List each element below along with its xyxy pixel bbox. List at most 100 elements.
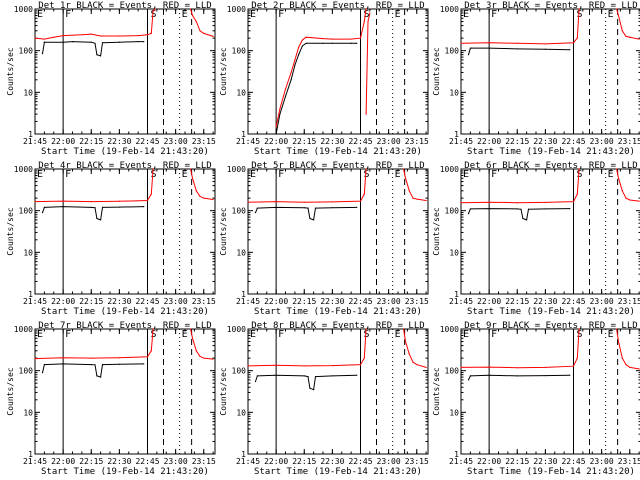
data-point	[617, 177, 620, 179]
x-axis-label: Start Time (19-Feb-14 21:43:20)	[254, 307, 422, 317]
data-point	[621, 30, 623, 32]
data-point	[203, 32, 205, 34]
data-point	[94, 42, 96, 44]
x-tick-label: 21:45	[449, 457, 473, 466]
data-point	[62, 363, 64, 365]
x-tick-label: 22:15	[292, 297, 316, 306]
y-tick-label: 1000	[14, 325, 33, 334]
data-point	[298, 54, 300, 56]
x-tick-label: 22:15	[292, 137, 316, 146]
x-tick-label: 22:15	[505, 457, 529, 466]
data-point	[62, 200, 64, 202]
data-point	[152, 10, 154, 12]
series-line-lld	[460, 328, 580, 369]
x-tick-label: 22:00	[477, 137, 501, 146]
x-tick-label: 22:45	[348, 297, 372, 306]
data-point	[303, 201, 305, 203]
x-axis-label: Start Time (19-Feb-14 21:43:20)	[254, 147, 422, 157]
marker-label-F: F	[65, 9, 71, 20]
panel-det-9r: Det 9r BLACK = Events, RED = LLD 1 10 100 10…	[432, 321, 640, 477]
data-point	[43, 206, 45, 208]
data-point	[275, 133, 277, 135]
data-point	[544, 48, 546, 50]
y-tick-label: 10	[23, 248, 33, 257]
data-point	[322, 37, 324, 40]
x-tick-label: 23:15	[192, 137, 216, 146]
data-point	[279, 108, 281, 110]
data-point	[572, 42, 575, 44]
data-point	[118, 206, 120, 208]
marker-label-F: F	[278, 329, 284, 340]
data-point	[616, 168, 618, 170]
data-point	[279, 113, 281, 115]
x-tick-label: 21:45	[23, 457, 47, 466]
series-line-lld	[34, 328, 154, 360]
data-point	[101, 206, 104, 208]
data-point	[191, 14, 194, 17]
x-tick-label: 23:00	[377, 457, 401, 466]
panel-title: Det 5r BLACK = Events, RED = LLD	[251, 161, 424, 171]
panel-title: Det 4r BLACK = Events, RED = LLD	[38, 161, 211, 171]
data-point	[146, 356, 149, 358]
data-point	[309, 387, 311, 389]
data-point	[212, 35, 214, 37]
y-tick-label: 1000	[227, 325, 246, 334]
data-point	[290, 71, 292, 74]
x-tick-label: 22:00	[51, 297, 75, 306]
x-tick-label: 23:15	[405, 297, 429, 306]
x-tick-label: 22:45	[135, 137, 159, 146]
marker-label-F: F	[65, 329, 71, 340]
x-tick-label: 22:30	[107, 457, 131, 466]
data-point	[365, 328, 367, 330]
panel-det-3r: Det 3r BLACK = Events, RED = LLD 1 10 100 10…	[432, 1, 640, 157]
data-point	[294, 64, 296, 66]
x-tick-label: 23:00	[590, 457, 614, 466]
data-point	[469, 375, 471, 377]
series-line-events	[42, 206, 144, 221]
data-point	[150, 193, 152, 195]
x-tick-label: 22:30	[320, 137, 344, 146]
data-point	[404, 177, 407, 179]
data-point	[152, 328, 154, 330]
plot-frame	[247, 328, 429, 455]
data-point	[41, 53, 44, 55]
y-axis-label: Counts/sec	[6, 207, 15, 255]
data-point	[576, 193, 578, 195]
data-point	[363, 357, 365, 359]
series-line-lld	[403, 168, 427, 201]
plot-frame	[34, 8, 216, 135]
series-line-lld	[247, 328, 367, 367]
data-point	[43, 363, 45, 366]
data-point	[544, 366, 546, 368]
data-point	[314, 376, 317, 378]
marker-label-S: S	[151, 329, 157, 340]
data-point	[212, 358, 214, 360]
marker-label-F: F	[491, 169, 497, 180]
x-tick-label: 22:45	[135, 297, 159, 306]
x-tick-label: 21:45	[23, 137, 47, 146]
data-point	[275, 126, 277, 128]
y-tick-label: 1000	[440, 165, 459, 174]
data-point	[101, 42, 104, 44]
data-point	[621, 190, 623, 192]
marker-label-S: S	[577, 169, 583, 180]
data-point	[356, 42, 358, 44]
x-tick-label: 22:45	[135, 457, 159, 466]
x-tick-label: 22:45	[561, 297, 585, 306]
data-point	[467, 379, 470, 381]
y-axis-label: Counts/sec	[219, 207, 228, 255]
series-line-lld	[460, 168, 580, 204]
data-point	[62, 206, 64, 208]
data-point	[578, 168, 580, 170]
data-point	[331, 375, 333, 377]
data-point	[313, 389, 315, 391]
plot-frame	[460, 8, 640, 135]
y-tick-label: 100	[19, 367, 34, 376]
data-point	[62, 41, 64, 43]
y-tick-label: 10	[449, 248, 459, 257]
y-tick-label: 10	[23, 88, 33, 97]
data-point	[467, 54, 470, 56]
data-point	[569, 208, 571, 210]
data-point	[307, 207, 309, 209]
x-tick-label: 22:15	[292, 457, 316, 466]
